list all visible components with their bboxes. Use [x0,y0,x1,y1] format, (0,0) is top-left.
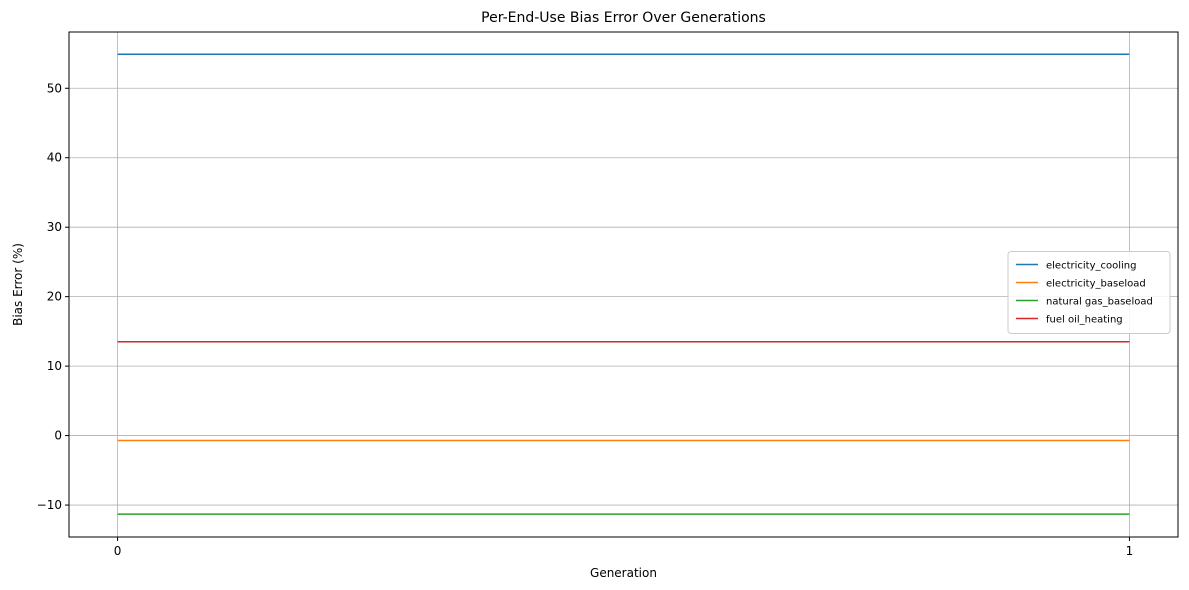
legend-label: natural gas_baseload [1046,297,1153,308]
y-tick-label: 0 [54,429,62,443]
legend-label: electricity_cooling [1046,261,1136,272]
chart-title: Per-End-Use Bias Error Over Generations [481,10,766,26]
x-tick-label: 0 [114,544,122,558]
y-axis-ticks: −10 0 10 20 30 40 50 [37,81,69,512]
x-tick-label: 1 [1126,544,1134,558]
legend-label: fuel oil_heating [1046,315,1123,326]
y-tick-label: 50 [47,81,62,95]
legend-label: electricity_baseload [1046,279,1146,290]
legend: electricity_cooling electricity_baseloadn… [1007,251,1171,334]
legend-box [1007,251,1171,334]
y-tick-label: 30 [47,220,62,234]
y-axis-title: Bias Error (%) [11,243,25,326]
y-tick-label: 10 [47,359,62,373]
y-tick-label: −10 [37,498,62,512]
plot-area-frame [68,31,1179,538]
series-lines [117,53,1130,515]
x-axis-title: Generation [590,566,657,580]
y-tick-label: 40 [47,151,62,165]
y-tick-label: 20 [47,290,62,304]
grid-lines [69,32,1178,537]
